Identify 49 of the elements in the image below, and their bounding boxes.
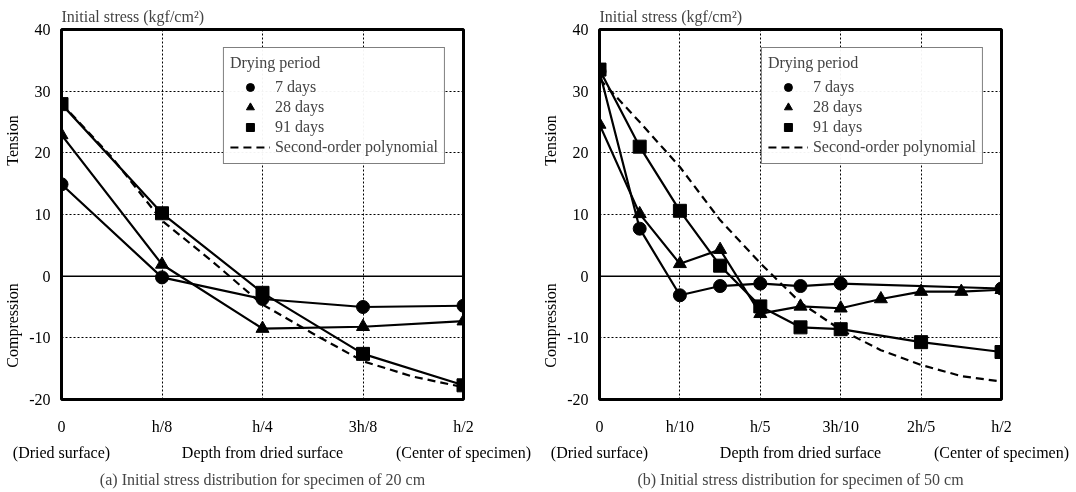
x-axis-title: Depth from dried surface [181, 443, 344, 462]
x-tick-label: 0 [57, 417, 66, 435]
text: (Center of specimen) [933, 443, 1070, 462]
text: (Center of specimen) [395, 443, 532, 462]
legend-label: 7 days [812, 78, 855, 96]
text: (a) Initial stress distribution for specimen of 20 cm [99, 470, 426, 489]
y-tick-label: 10 [34, 206, 51, 223]
legend-label: 7 days [274, 78, 317, 96]
x-axis-title: Depth from dried surface [719, 443, 882, 462]
x-tick-label: h/2 [991, 417, 1012, 435]
text: Compression [541, 283, 560, 368]
y-tick-label: 30 [572, 82, 589, 100]
text: Compression [3, 283, 22, 368]
y-tick-label: 30 [34, 82, 51, 100]
y-tick-label: -20 [29, 391, 51, 408]
legend-title: Drying period [767, 54, 860, 72]
legend-label: 91 days [812, 118, 863, 136]
y-tick-label: 40 [34, 21, 51, 38]
legend-label: 91 days [274, 118, 325, 136]
y-tick-label: -10 [567, 329, 589, 347]
y-tick-label: 0 [580, 267, 589, 285]
legend-label: Second-order polynomial [274, 138, 438, 156]
legend-label: Second-order polynomial [812, 138, 976, 156]
y-tick-label: -20 [567, 391, 589, 408]
x-tick-label: h/10 [665, 417, 695, 435]
x-tick-label: 2h/5 [906, 417, 936, 435]
y-tick-label: 0 [42, 267, 51, 285]
x-tick-label: h/5 [750, 417, 771, 435]
y-tick-label: -10 [29, 329, 51, 347]
text: (b) Initial stress distribution for specimen of 50 cm [637, 470, 965, 489]
text: Tension [541, 115, 559, 166]
y-tick-label: 20 [34, 144, 51, 162]
legend-label: 28 days [274, 98, 325, 116]
legend-title: Drying period [229, 54, 322, 72]
x-tick-label: h/8 [151, 417, 173, 435]
x-tick-label: h/2 [453, 417, 474, 435]
y-tick-label: 40 [572, 21, 589, 38]
x-tick-label: 0 [595, 417, 604, 435]
x-tick-label: 3h/10 [822, 417, 859, 435]
y-tick-label: 10 [572, 206, 589, 223]
y-axis-title: Initial stress (kgf/cm²) [599, 7, 743, 26]
x-tick-label: 3h/8 [348, 417, 378, 435]
y-axis-title: Initial stress (kgf/cm²) [61, 7, 205, 26]
x-tick-label: h/4 [252, 417, 273, 435]
text: Tension [3, 115, 21, 166]
text: (Dried surface) [12, 443, 111, 462]
y-tick-label: 20 [572, 144, 589, 162]
legend-label: 28 days [812, 98, 863, 116]
text: (Dried surface) [550, 443, 649, 462]
